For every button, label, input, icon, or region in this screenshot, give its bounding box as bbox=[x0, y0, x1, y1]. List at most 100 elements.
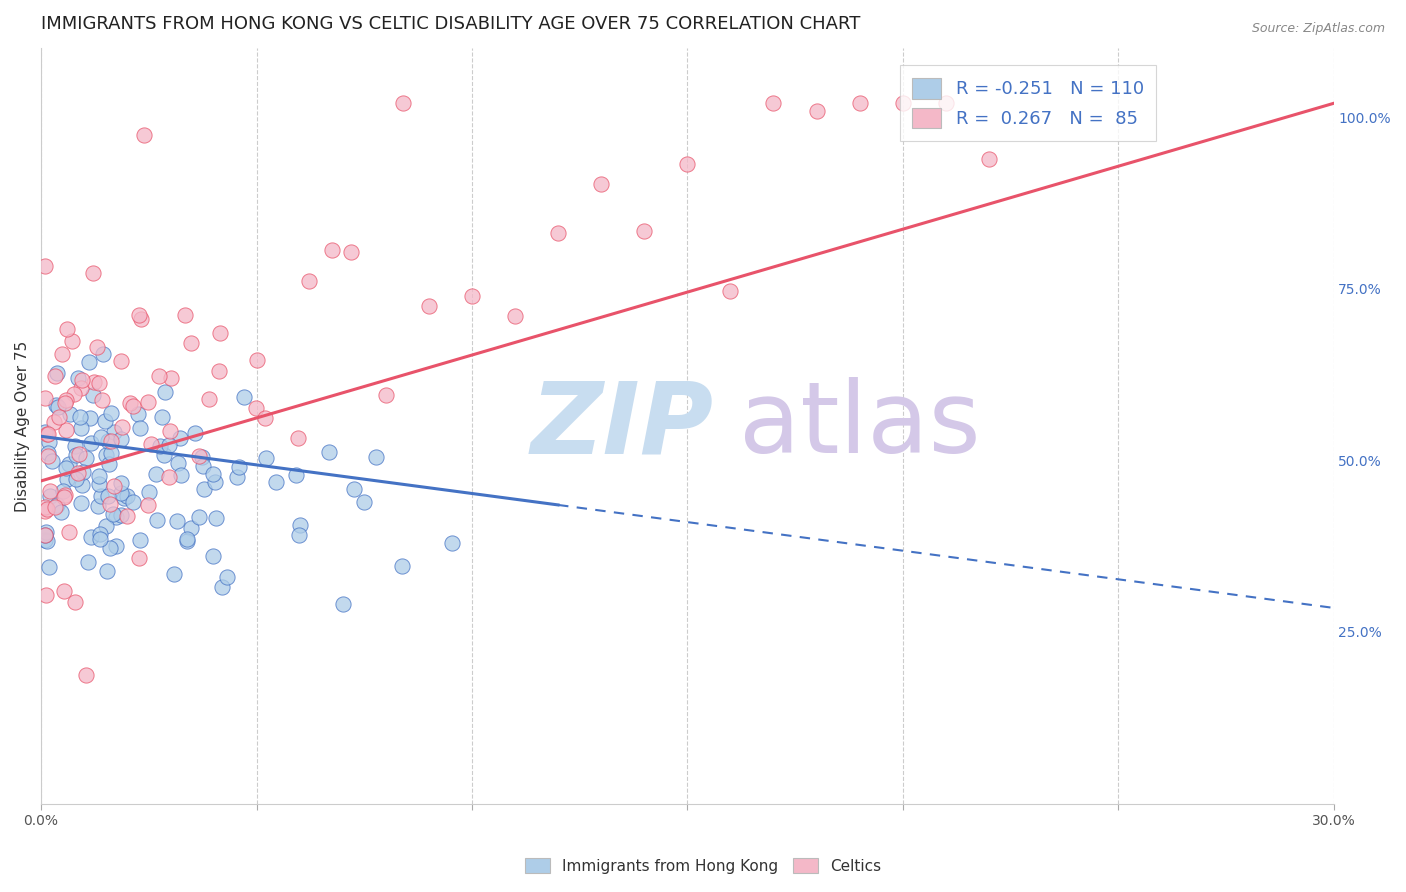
Point bbox=[59, 408, 82, 422]
Point bbox=[100, 446, 122, 460]
Point bbox=[101, 507, 124, 521]
Point bbox=[226, 470, 249, 484]
Point bbox=[34, 528, 56, 542]
Point bbox=[34, 528, 56, 542]
Point bbox=[762, 96, 785, 111]
Point bbox=[70, 495, 93, 509]
Point bbox=[86, 340, 108, 354]
Point bbox=[75, 450, 97, 465]
Point bbox=[65, 472, 87, 486]
Point bbox=[89, 532, 111, 546]
Point bbox=[332, 597, 354, 611]
Point bbox=[38, 560, 60, 574]
Point bbox=[91, 393, 114, 408]
Point bbox=[37, 446, 59, 460]
Point bbox=[90, 430, 112, 444]
Point bbox=[366, 450, 388, 465]
Point bbox=[105, 509, 128, 524]
Point bbox=[718, 284, 741, 298]
Point bbox=[63, 595, 86, 609]
Point bbox=[75, 667, 97, 681]
Point bbox=[233, 390, 256, 404]
Text: Source: ZipAtlas.com: Source: ZipAtlas.com bbox=[1251, 22, 1385, 36]
Point bbox=[187, 449, 209, 463]
Point bbox=[51, 484, 73, 499]
Point bbox=[53, 490, 76, 504]
Point bbox=[208, 364, 231, 378]
Point bbox=[157, 438, 180, 452]
Point bbox=[128, 420, 150, 434]
Point bbox=[264, 475, 287, 490]
Point bbox=[180, 521, 202, 535]
Point bbox=[153, 384, 176, 399]
Point bbox=[41, 454, 63, 468]
Point bbox=[193, 482, 215, 496]
Point bbox=[441, 536, 464, 550]
Point bbox=[34, 259, 56, 273]
Point bbox=[82, 388, 104, 402]
Point bbox=[145, 467, 167, 482]
Point bbox=[34, 533, 56, 547]
Point bbox=[228, 460, 250, 475]
Point bbox=[66, 466, 89, 480]
Point bbox=[44, 500, 66, 515]
Point bbox=[128, 308, 150, 322]
Point bbox=[82, 266, 104, 280]
Point bbox=[159, 371, 181, 385]
Point bbox=[87, 499, 110, 513]
Text: ZIP: ZIP bbox=[530, 377, 713, 475]
Point bbox=[138, 484, 160, 499]
Point bbox=[374, 387, 396, 401]
Point bbox=[146, 513, 169, 527]
Point bbox=[56, 472, 79, 486]
Point bbox=[98, 497, 121, 511]
Point bbox=[55, 461, 77, 475]
Point bbox=[72, 465, 94, 479]
Point bbox=[209, 326, 232, 341]
Point bbox=[121, 494, 143, 508]
Point bbox=[55, 322, 77, 336]
Point bbox=[204, 475, 226, 489]
Point bbox=[205, 510, 228, 524]
Point bbox=[51, 347, 73, 361]
Point bbox=[152, 448, 174, 462]
Point bbox=[503, 309, 526, 323]
Point bbox=[65, 448, 87, 462]
Point bbox=[246, 353, 269, 368]
Point bbox=[100, 406, 122, 420]
Legend: R = -0.251   N = 110, R =  0.267   N =  85: R = -0.251 N = 110, R = 0.267 N = 85 bbox=[900, 65, 1157, 141]
Point bbox=[285, 468, 308, 483]
Point bbox=[184, 425, 207, 440]
Point bbox=[53, 584, 76, 599]
Point bbox=[159, 424, 181, 438]
Point bbox=[103, 425, 125, 439]
Point bbox=[70, 373, 93, 387]
Point bbox=[100, 434, 122, 448]
Point bbox=[115, 509, 138, 524]
Point bbox=[122, 399, 145, 413]
Point bbox=[127, 407, 149, 421]
Point bbox=[45, 366, 67, 380]
Point bbox=[391, 96, 413, 111]
Point bbox=[193, 459, 215, 474]
Point bbox=[98, 541, 121, 556]
Point bbox=[163, 566, 186, 581]
Point bbox=[254, 451, 277, 466]
Point bbox=[35, 588, 58, 602]
Point bbox=[44, 368, 66, 383]
Point bbox=[391, 558, 413, 573]
Point bbox=[170, 468, 193, 483]
Point bbox=[128, 551, 150, 566]
Point bbox=[34, 524, 56, 539]
Point bbox=[148, 369, 170, 384]
Point bbox=[104, 540, 127, 554]
Point bbox=[34, 392, 56, 406]
Point bbox=[254, 411, 277, 425]
Text: atlas: atlas bbox=[740, 377, 980, 475]
Point bbox=[42, 415, 65, 429]
Point bbox=[891, 96, 914, 111]
Point bbox=[174, 309, 197, 323]
Point bbox=[211, 581, 233, 595]
Point bbox=[115, 489, 138, 503]
Point bbox=[201, 549, 224, 563]
